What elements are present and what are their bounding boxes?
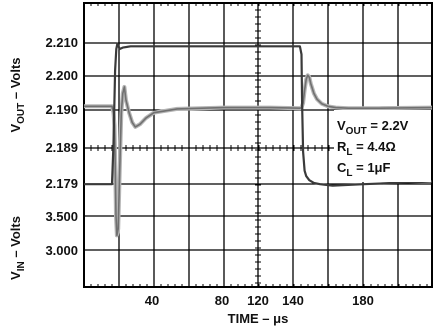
x-tick-label: 40 (145, 293, 159, 308)
vin-trace (84, 42, 433, 187)
x-tick-label: 120 (247, 293, 269, 308)
vin-axis-title: VIN – Volts (8, 216, 27, 280)
annotation-vout: VOUT = 2.2V (337, 118, 409, 137)
x-tick-label: 180 (352, 293, 374, 308)
y-tick-label: 2.200 (45, 68, 78, 83)
annotation-backdrop (334, 110, 431, 182)
annotation-rl: RL = 4.4Ω (337, 139, 396, 158)
y-tick-label: 2.210 (45, 35, 78, 50)
traces (84, 42, 433, 238)
y-tick-label: 3.000 (45, 243, 78, 258)
x-axis-title: TIME – μs (228, 311, 289, 326)
y-tick-label: 2.179 (45, 176, 78, 191)
vout-trace (84, 74, 433, 237)
x-tick-label: 80 (215, 293, 229, 308)
y-tick-label: 2.190 (45, 102, 78, 117)
annotation-cl: CL = 1μF (337, 160, 390, 179)
y-tick-label: 2.189 (45, 140, 78, 155)
x-tick-label: 140 (282, 293, 304, 308)
plot-frame (83, 2, 433, 288)
y-tick-label: 3.500 (45, 209, 78, 224)
vout-axis-title: VOUT – Volts (8, 57, 27, 132)
